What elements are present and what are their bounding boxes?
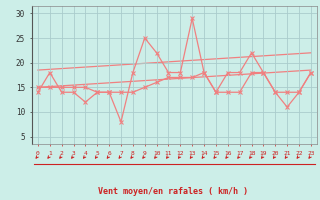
Text: Vent moyen/en rafales ( km/h ): Vent moyen/en rafales ( km/h ): [98, 187, 248, 196]
